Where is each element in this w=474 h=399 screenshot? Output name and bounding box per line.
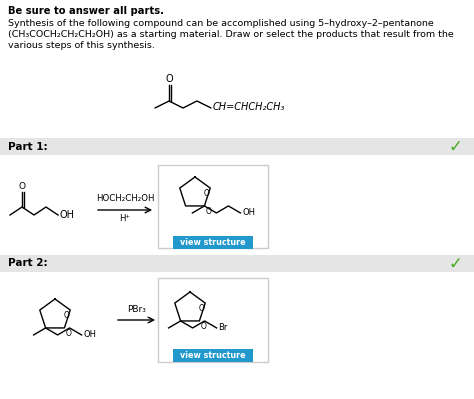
- Text: HOCH₂CH₂OH: HOCH₂CH₂OH: [96, 194, 154, 203]
- Text: view structure: view structure: [180, 351, 246, 360]
- Bar: [158, 278, 268, 362]
- Text: O: O: [198, 304, 204, 313]
- Bar: [173, 349, 253, 362]
- Text: OH: OH: [60, 210, 75, 220]
- Text: ✓: ✓: [448, 255, 462, 273]
- Text: Synthesis of the following compound can be accomplished using 5–hydroxy–2–pentan: Synthesis of the following compound can …: [8, 19, 434, 28]
- Text: ✓: ✓: [448, 138, 462, 156]
- Text: OH: OH: [83, 330, 97, 340]
- Text: O: O: [166, 74, 173, 84]
- Text: O: O: [64, 311, 69, 320]
- Text: O: O: [201, 322, 206, 331]
- Bar: [173, 236, 253, 249]
- Text: Part 1:: Part 1:: [8, 142, 47, 152]
- Text: O: O: [203, 189, 209, 198]
- Text: O: O: [65, 329, 71, 338]
- Text: various steps of this synthesis.: various steps of this synthesis.: [8, 41, 155, 50]
- Text: H⁺: H⁺: [119, 214, 130, 223]
- Bar: [0, 138, 474, 155]
- Text: Part 2:: Part 2:: [8, 259, 47, 269]
- Text: PBr₃: PBr₃: [127, 305, 146, 314]
- Bar: [0, 255, 474, 272]
- Bar: [158, 165, 268, 248]
- Text: O: O: [205, 207, 211, 216]
- Text: view structure: view structure: [180, 238, 246, 247]
- Text: O: O: [19, 182, 26, 191]
- Text: Be sure to answer all parts.: Be sure to answer all parts.: [8, 6, 164, 16]
- Text: (CH₃COCH₂CH₂CH₂OH) as a starting material. Draw or select the products that resu: (CH₃COCH₂CH₂CH₂OH) as a starting materia…: [8, 30, 454, 39]
- Text: OH: OH: [242, 208, 255, 217]
- Text: Br: Br: [219, 324, 228, 332]
- Text: CH=CHCH₂CH₃: CH=CHCH₂CH₃: [213, 102, 285, 112]
